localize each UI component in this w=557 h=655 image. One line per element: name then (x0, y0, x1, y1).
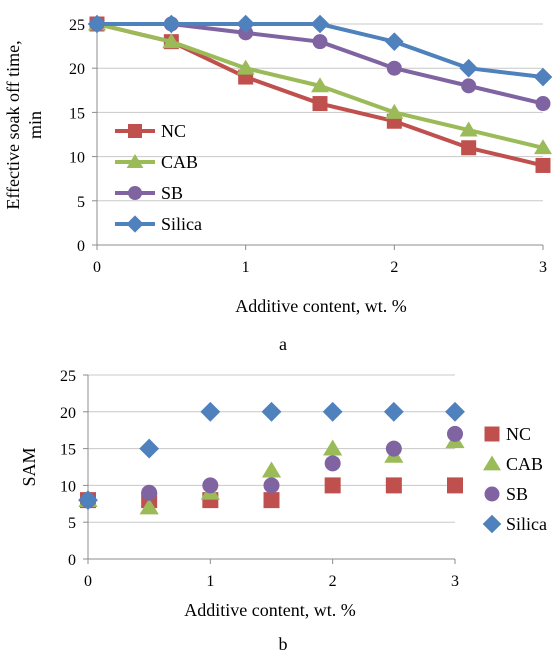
chart-b-legend-label-sb: SB (506, 484, 528, 504)
chart-a-point-silica (459, 58, 478, 78)
chart-a-point-sb (386, 60, 402, 76)
chart-a-point-nc (312, 96, 328, 112)
chart-a-legend-marker-sb (128, 186, 142, 200)
chart-b-point-sb (141, 484, 158, 501)
chart-a: 0 5 10 15 20 25 0 1 2 3 NC CAB SB Silica Additive c… (3, 14, 553, 354)
chart-b-point-sb (447, 425, 463, 442)
chart-a-axes (92, 23, 544, 250)
chart-a-panel-label: a (279, 334, 287, 354)
chart-a-point-cab (162, 33, 181, 49)
chart-b-x-axis-label: Additive content, wt. % (184, 600, 355, 620)
chart-a-grid (97, 23, 543, 202)
chart-a-point-cab (236, 59, 255, 75)
chart-a-x-tick-label: 0 (93, 259, 101, 276)
chart-b-point-sb (385, 440, 402, 457)
chart-a-point-sb (535, 96, 551, 112)
chart-a-x-ticks: 0 1 2 3 (93, 259, 547, 276)
chart-a-y-ticks: 0 5 10 15 20 25 (69, 17, 85, 255)
chart-a-point-silica (533, 67, 553, 87)
chart-b-point-sb (263, 477, 280, 494)
chart-b-x-tick-label: 1 (206, 573, 214, 590)
chart-b-point-silica (200, 401, 221, 422)
chart-b-y-axis-label: SAM (19, 447, 39, 486)
chart-b-x-ticks: 0 1 2 3 (84, 573, 459, 590)
chart-b: 0 5 10 15 20 25 0 1 2 3 NC CAB SB Silica Additive c… (19, 368, 547, 654)
chart-a-y-axis-label-line2: min (25, 111, 45, 139)
chart-b-legend-label-cab: CAB (506, 454, 543, 474)
chart-b-point-nc (447, 477, 463, 494)
chart-a-x-tick-label: 3 (539, 259, 547, 276)
chart-b-point-cab (139, 498, 159, 515)
chart-a-y-axis-label-line1: Effective soak off time, (3, 40, 23, 209)
chart-b-legend-label-silica: Silica (506, 514, 547, 534)
chart-b-legend-label-nc: NC (506, 424, 531, 444)
chart-a-y-tick-label: 25 (69, 17, 85, 34)
chart-a-point-cab (459, 121, 478, 137)
chart-b-x-tick-label: 2 (329, 573, 337, 590)
chart-a-point-sb (461, 78, 477, 94)
chart-b-point-cab (323, 439, 343, 456)
chart-a-y-tick-label: 15 (69, 105, 85, 122)
chart-b-y-tick-label: 10 (60, 478, 76, 495)
chart-b-point-silica (139, 438, 160, 459)
chart-a-legend-label-cab: CAB (161, 152, 198, 172)
chart-a-point-silica (236, 14, 255, 34)
chart-b-legend-marker-sb (484, 486, 500, 502)
chart-b-point-silica (261, 401, 282, 422)
chart-a-legend-label-silica: Silica (161, 214, 202, 234)
chart-b-point-nc (385, 477, 402, 494)
chart-b-x-tick-label: 3 (451, 573, 459, 590)
chart-b-y-tick-label: 15 (60, 442, 76, 459)
chart-a-x-tick-label: 2 (390, 259, 398, 276)
chart-b-legend-marker-silica (482, 514, 502, 534)
chart-b-panel-label: b (279, 634, 288, 654)
chart-a-y-tick-label: 0 (77, 238, 85, 255)
chart-b-point-nc (324, 477, 341, 494)
chart-a-point-silica (385, 32, 404, 51)
chart-a-point-silica (310, 14, 330, 34)
chart-b-y-ticks: 0 5 10 15 20 25 (60, 368, 76, 569)
chart-b-y-tick-label: 5 (68, 515, 76, 532)
chart-a-x-axis-label: Additive content, wt. % (235, 296, 406, 316)
chart-a-y-tick-label: 10 (69, 150, 85, 167)
chart-a-legend-marker-silica (126, 215, 144, 233)
chart-b-point-sb (324, 455, 341, 472)
chart-b-point-silica (445, 401, 465, 422)
chart-b-point-cab (261, 461, 282, 478)
chart-b-y-tick-label: 20 (60, 405, 76, 422)
chart-a-point-silica (87, 14, 107, 34)
chart-b-point-sb (202, 477, 219, 494)
chart-b-x-tick-label: 0 (84, 573, 92, 590)
chart-b-point-nc (263, 492, 280, 509)
chart-a-legend-label-nc: NC (161, 121, 186, 141)
chart-a-point-cab (311, 77, 329, 93)
chart-a-y-tick-label: 5 (77, 194, 85, 211)
chart-b-series (78, 401, 465, 515)
chart-a-legend-marker-cab (126, 154, 144, 168)
chart-a-series (87, 14, 553, 173)
chart-b-point-silica (78, 490, 98, 511)
chart-a-y-tick-label: 20 (69, 61, 85, 78)
chart-b-legend-marker-cab (483, 455, 501, 471)
chart-a-point-nc (461, 140, 477, 156)
chart-b-y-tick-label: 0 (68, 552, 76, 569)
chart-a-point-sb (312, 34, 328, 50)
chart-a-legend-marker-nc (128, 124, 142, 138)
chart-a-point-nc (535, 157, 551, 173)
chart-b-axes (83, 374, 456, 564)
chart-a-legend-label-sb: SB (161, 183, 183, 203)
chart-a-x-tick-label: 1 (242, 259, 250, 276)
chart-b-y-tick-label: 25 (60, 368, 76, 385)
chart-a-point-silica (162, 14, 181, 34)
chart-a-legend: NC CAB SB Silica (115, 121, 202, 234)
chart-a-point-cab (385, 103, 404, 119)
chart-b-point-silica (322, 401, 343, 422)
chart-b-point-silica (383, 401, 404, 422)
chart-b-legend: NC CAB SB Silica (482, 424, 547, 534)
chart-a-point-cab (534, 139, 552, 155)
chart-b-legend-marker-nc (484, 426, 500, 442)
